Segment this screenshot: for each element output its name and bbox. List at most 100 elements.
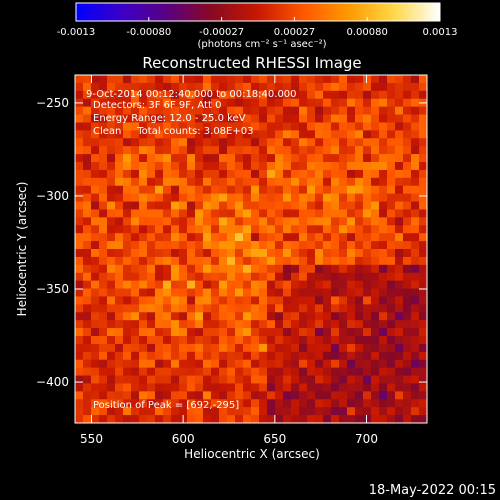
heatmap-cell — [227, 106, 236, 116]
heatmap-cell — [171, 146, 180, 155]
heatmap-cell — [243, 383, 252, 392]
heatmap-cell — [91, 399, 100, 408]
heatmap-cell — [339, 193, 348, 203]
heatmap-cell — [147, 122, 156, 131]
heatmap-cell — [211, 225, 220, 234]
heatmap-cell — [275, 391, 284, 400]
heatmap-cell — [315, 312, 324, 321]
heatmap-cell — [171, 328, 180, 337]
heatmap-cell — [355, 375, 364, 385]
heatmap-cell — [235, 82, 244, 92]
heatmap-cell — [203, 280, 212, 290]
heatmap-cell — [179, 138, 188, 147]
heatmap-cell — [339, 296, 348, 305]
heatmap-cell — [259, 138, 268, 147]
heatmap-cell — [147, 185, 156, 195]
heatmap-cell — [147, 336, 156, 345]
heatmap-cell — [307, 98, 316, 108]
heatmap-cell — [115, 138, 124, 147]
heatmap-cell — [371, 169, 380, 179]
heatmap-cell — [403, 193, 412, 203]
heatmap-cell — [99, 407, 108, 416]
colorbar-tick-label: 0.00080 — [347, 27, 388, 38]
heatmap-cell — [387, 296, 396, 305]
heatmap-cell — [91, 138, 100, 147]
heatmap-cell — [291, 264, 300, 274]
heatmap-cell — [187, 241, 196, 250]
heatmap-cell — [299, 343, 308, 353]
heatmap-cell — [155, 169, 164, 179]
heatmap-cell — [179, 367, 188, 377]
heatmap-cell — [107, 343, 116, 353]
heatmap-cell — [131, 106, 140, 116]
heatmap-cell — [251, 106, 260, 116]
heatmap-cell — [291, 241, 300, 250]
heatmap-cell — [323, 209, 332, 218]
heatmap-cell — [411, 82, 420, 92]
colorbar-ticks: -0.0013 -0.00080 -0.00027 0.00027 0.00080 0.0… — [57, 17, 458, 38]
y-tick-label: −400 — [36, 375, 69, 389]
heatmap-cell — [275, 264, 284, 274]
heatmap-cell — [203, 256, 212, 266]
heatmap-cell — [219, 138, 228, 147]
heatmap-cell — [227, 154, 236, 163]
rhessi-heatmap — [75, 75, 427, 423]
heatmap-cell — [315, 241, 324, 250]
heatmap-cell — [379, 367, 388, 377]
heatmap-cell — [235, 320, 244, 329]
heatmap-cell — [411, 209, 420, 218]
heatmap-cell — [355, 367, 364, 377]
heatmap-cell — [83, 320, 92, 329]
heatmap-cell — [419, 169, 427, 179]
heatmap-cell — [259, 304, 268, 313]
heatmap-cell — [107, 256, 116, 266]
heatmap-cell — [171, 288, 180, 298]
heatmap-cell — [107, 351, 116, 361]
heatmap-cell — [419, 328, 427, 337]
heatmap-cell — [307, 225, 316, 234]
heatmap-cell — [227, 138, 236, 147]
heatmap-cell — [171, 312, 180, 321]
heatmap-cell — [139, 375, 148, 385]
heatmap-cell — [371, 82, 380, 92]
heatmap-cell — [363, 312, 372, 321]
heatmap-cell — [307, 336, 316, 345]
heatmap-cell — [187, 399, 196, 408]
heatmap-cell — [115, 351, 124, 361]
heatmap-cell — [75, 177, 84, 187]
heatmap-cell — [195, 106, 204, 116]
heatmap-cell — [171, 415, 180, 423]
heatmap-cell — [147, 351, 156, 361]
heatmap-cell — [387, 264, 396, 274]
heatmap-cell — [139, 193, 148, 203]
heatmap-cell — [163, 114, 172, 124]
heatmap-cell — [107, 122, 116, 131]
heatmap-cell — [251, 177, 260, 187]
heatmap-cell — [403, 249, 412, 258]
heatmap-cell — [107, 320, 116, 329]
heatmap-cell — [419, 336, 427, 345]
heatmap-cell — [299, 185, 308, 195]
heatmap-cell — [91, 177, 100, 187]
heatmap-cell — [363, 169, 372, 179]
heatmap-cell — [387, 241, 396, 250]
heatmap-cell — [139, 90, 148, 100]
heatmap-cell — [83, 415, 92, 423]
heatmap-cell — [299, 130, 308, 139]
heatmap-cell — [419, 114, 427, 124]
heatmap-cell — [123, 249, 132, 258]
heatmap-cell — [363, 367, 372, 377]
heatmap-cell — [291, 328, 300, 337]
heatmap-cell — [131, 320, 140, 329]
heatmap-cell — [259, 169, 268, 179]
y-axis-label: Heliocentric Y (arcsec) — [15, 182, 29, 317]
colorbar-tick-label: -0.00080 — [126, 27, 171, 38]
heatmap-cell — [347, 98, 356, 108]
heatmap-cell — [75, 233, 84, 242]
heatmap-cell — [171, 209, 180, 218]
heatmap-cell — [83, 328, 92, 337]
heatmap-cell — [163, 75, 172, 84]
heatmap-cell — [363, 288, 372, 298]
heatmap-cell — [179, 106, 188, 116]
heatmap-cell — [179, 407, 188, 416]
